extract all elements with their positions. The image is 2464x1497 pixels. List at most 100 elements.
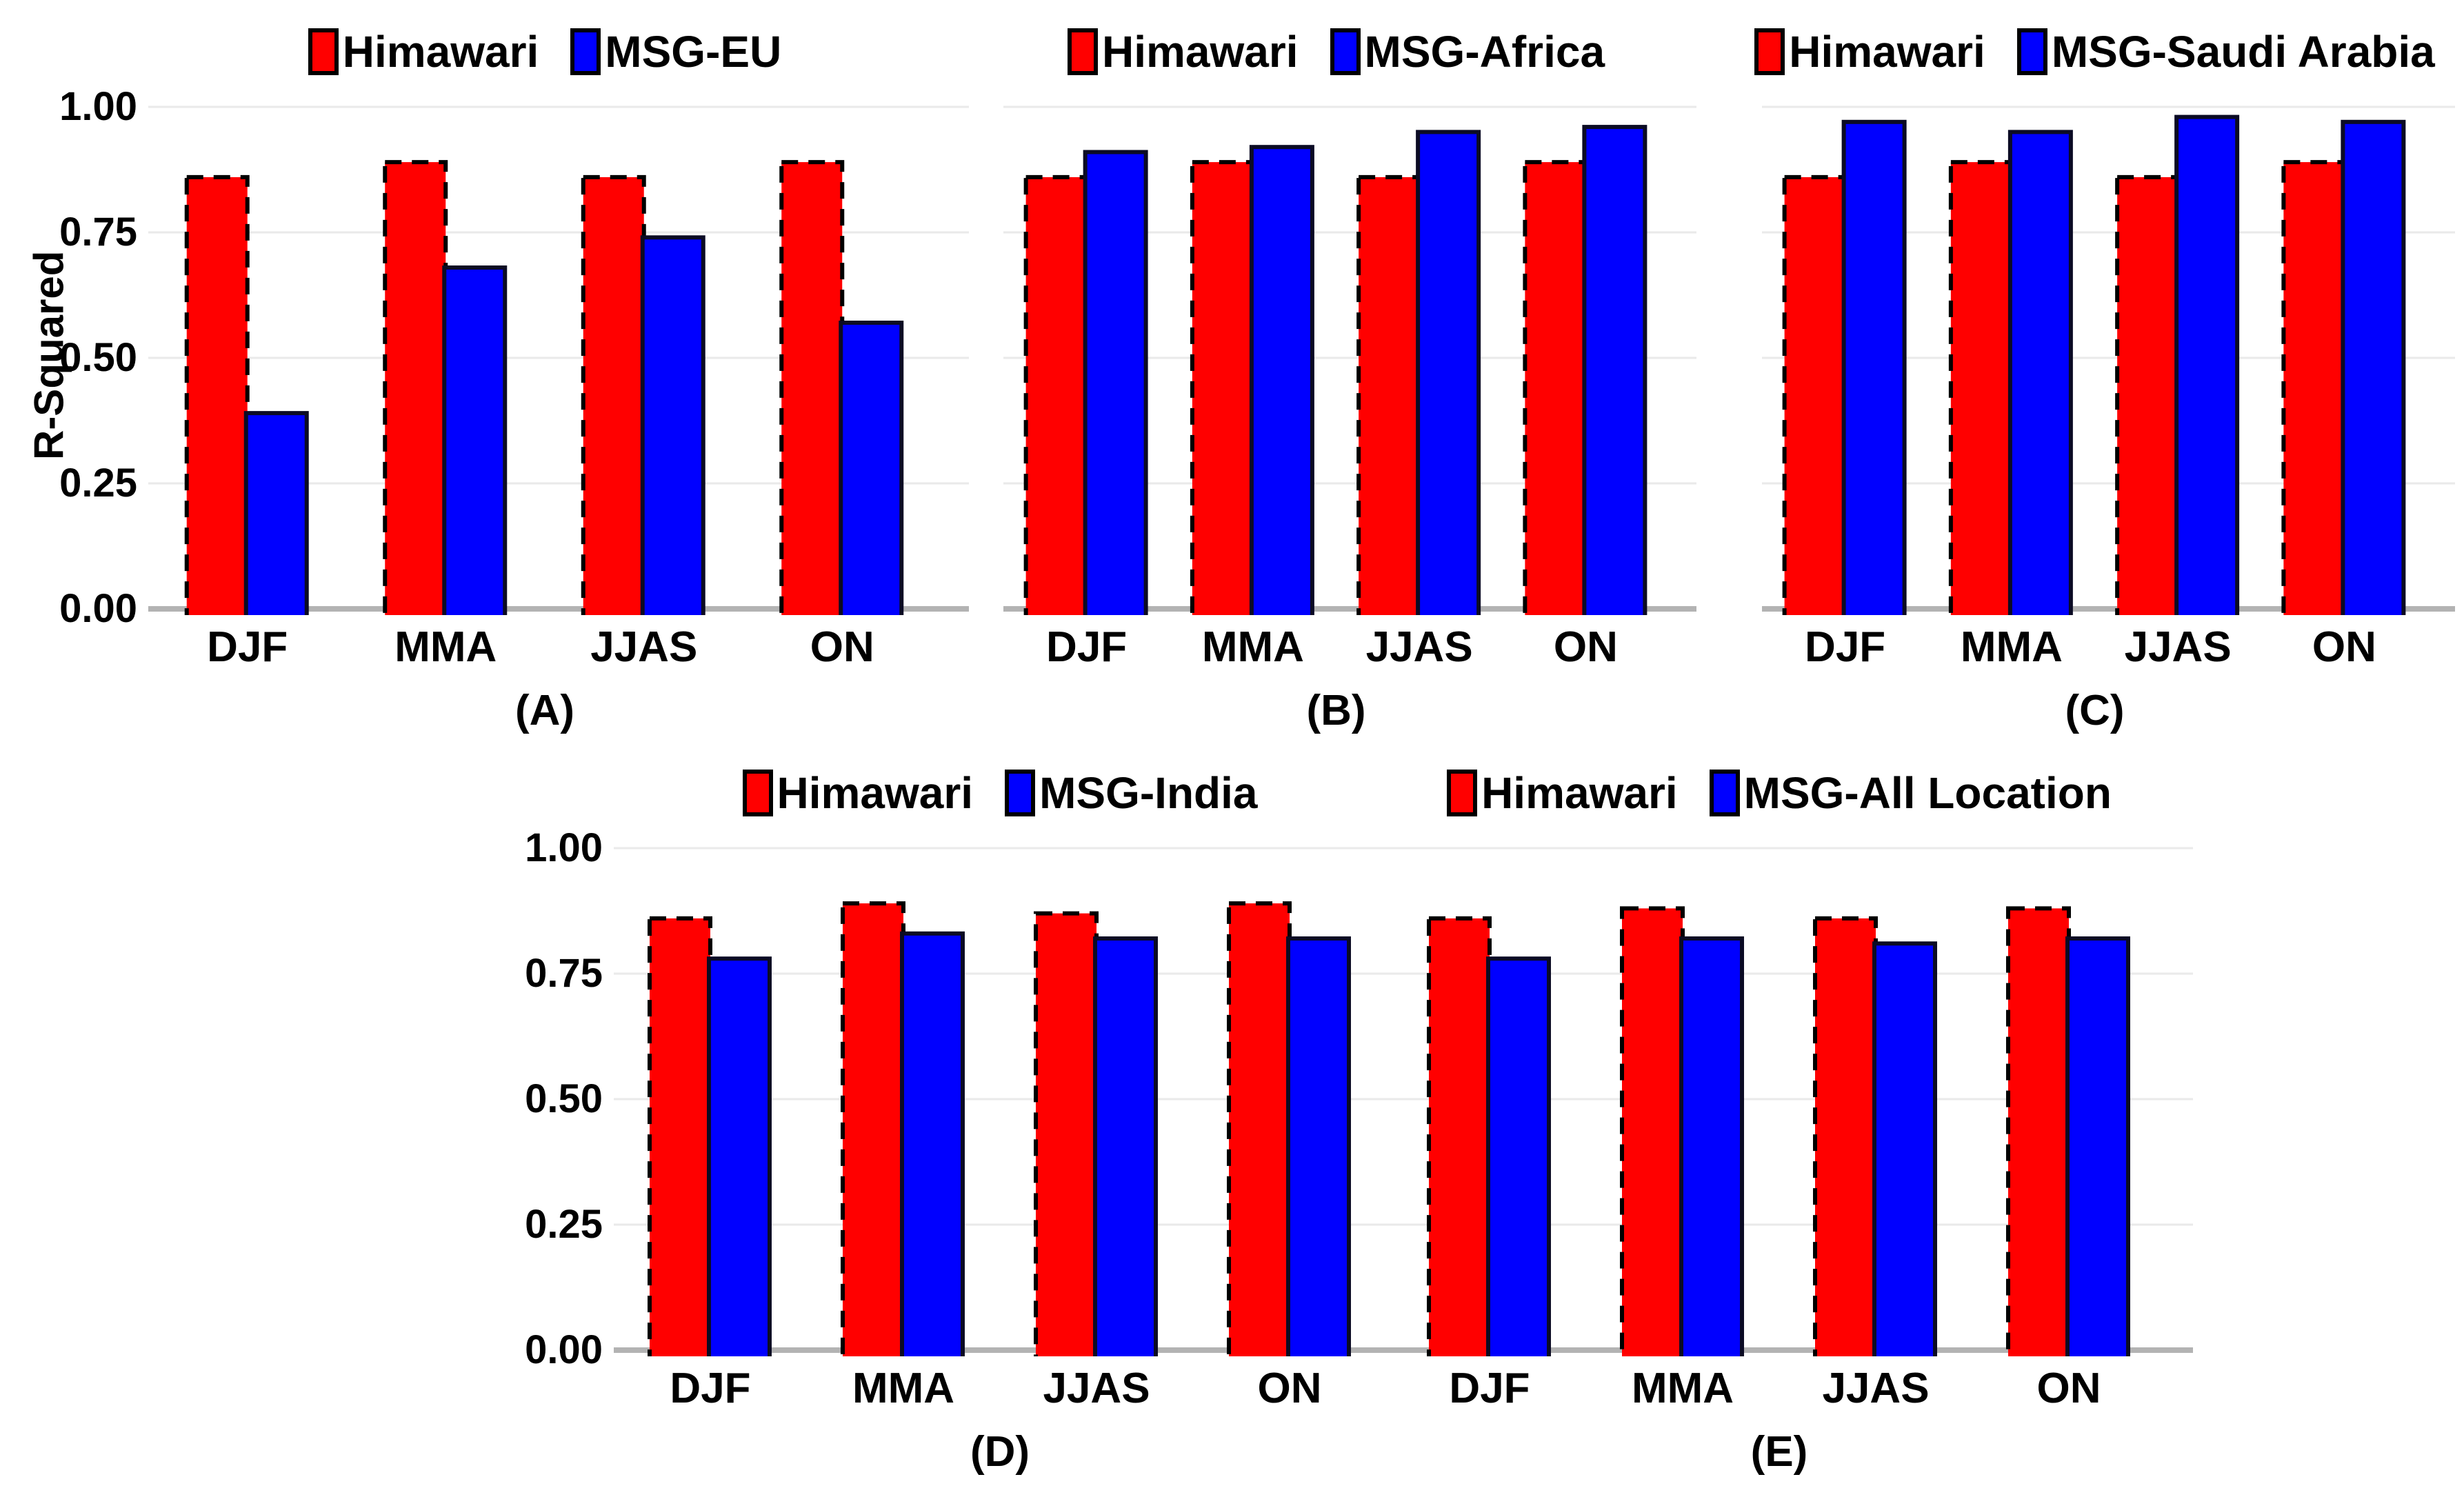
x-tick-label: DJF <box>1449 1365 1530 1412</box>
x-tick-label: DJF <box>1046 623 1128 671</box>
legend-swatch-msg <box>1709 770 1740 816</box>
bar-msg-JJAS <box>1093 936 1158 1356</box>
bar-msg-ON <box>1582 125 1647 615</box>
legend-item-himawari: Himawari <box>1447 767 1678 818</box>
bar-himawari-JJAS <box>2115 174 2181 615</box>
legend-swatch-msg <box>570 28 601 75</box>
bar-plot <box>148 106 969 615</box>
x-tick-label: MMA <box>1960 623 2063 671</box>
bar-msg-DJF <box>1841 119 1907 615</box>
legend-item-msg: MSG-Africa <box>1330 26 1605 77</box>
x-tick-label: MMA <box>394 623 497 671</box>
bar-msg-ON <box>1286 936 1351 1356</box>
x-tick-label: JJAS <box>1822 1365 1930 1412</box>
chart-panel-e: Himawari MSG-All Location DJF MMA JJAS ON (… <box>1393 748 2193 1486</box>
x-tick-label: JJAS <box>2124 623 2232 671</box>
bar-himawari-JJAS <box>1034 911 1099 1356</box>
legend-item-himawari: Himawari <box>1754 26 1985 77</box>
bar-msg-MMA <box>2007 130 2073 615</box>
panel-caption: (C) <box>2065 687 2125 734</box>
legend: Himawari MSG-Africa <box>1003 7 1669 97</box>
chart-panel-b: Himawari MSG-Africa DJF MMA JJAS ON (B) <box>1003 7 1696 745</box>
legend: Himawari MSG-All Location <box>1393 748 2165 838</box>
bar-plot <box>1393 847 2193 1356</box>
legend-label-msg: MSG-All Location <box>1743 768 2112 818</box>
y-axis-ticks: 1.00 0.75 0.50 0.25 0.00 <box>493 828 614 1370</box>
legend-swatch-himawari <box>742 770 773 816</box>
y-tick-label: 0.75 <box>59 210 137 254</box>
bar-plot <box>1003 106 1696 615</box>
legend: Himawari MSG-EU <box>148 7 941 97</box>
bar-msg-JJAS <box>2174 114 2240 615</box>
legend-swatch-msg <box>1330 28 1361 75</box>
y-tick-label: 0.00 <box>525 1327 603 1372</box>
y-tick-label: 0.25 <box>525 1202 603 1247</box>
y-tick-label: 0.50 <box>525 1076 603 1121</box>
chart-panel-a: R-Squared 1.00 0.75 0.50 0.25 0.00 Himawari … <box>26 7 969 745</box>
x-axis-labels: DJF MMA JJAS ON <box>1003 626 1669 669</box>
bar-himawari-JJAS <box>1356 174 1422 615</box>
panel-caption: (D) <box>970 1428 1030 1476</box>
x-tick-label: DJF <box>207 623 288 671</box>
legend-label-himawari: Himawari <box>1101 27 1299 77</box>
legend-label-msg: MSG-EU <box>605 27 782 77</box>
bar-himawari-DJF <box>1782 174 1847 615</box>
x-tick-label: MMA <box>1201 623 1304 671</box>
y-axis-ticks: 1.00 0.75 0.50 0.25 0.00 <box>28 87 148 629</box>
legend-item-himawari: Himawari <box>742 767 974 818</box>
bar-himawari-JJAS <box>1813 916 1878 1356</box>
x-tick-label: DJF <box>670 1365 751 1412</box>
legend-item-msg: MSG-EU <box>570 26 781 77</box>
bar-msg-JJAS <box>640 235 705 615</box>
panel-caption: (A) <box>514 687 575 734</box>
chart-panel-d: 1.00 0.75 0.50 0.25 0.00 Himawari MSG-India … <box>493 748 1414 1486</box>
x-tick-label: MMA <box>1631 1365 1734 1412</box>
y-tick-label: 0.25 <box>59 461 137 505</box>
x-tick-label: JJAS <box>1043 1365 1150 1412</box>
x-tick-label: JJAS <box>590 623 698 671</box>
legend-swatch-msg <box>2016 28 2047 75</box>
legend-swatch-msg <box>1005 770 1036 816</box>
x-axis-labels: DJF MMA JJAS ON <box>1393 1367 2165 1410</box>
bar-himawari-ON <box>2281 160 2347 615</box>
legend-item-himawari: Himawari <box>308 26 539 77</box>
legend-label-msg: MSG-India <box>1039 768 1258 818</box>
bar-plot <box>1762 106 2455 615</box>
legend-label-himawari: Himawari <box>342 27 539 77</box>
legend-label-msg: MSG-Africa <box>1364 27 1605 77</box>
x-tick-label: ON <box>1257 1365 1322 1412</box>
legend-item-himawari: Himawari <box>1067 26 1299 77</box>
bar-himawari-DJF <box>184 174 250 615</box>
bar-himawari-ON <box>2006 906 2071 1356</box>
bar-himawari-JJAS <box>581 174 646 615</box>
x-tick-label: DJF <box>1805 623 1886 671</box>
y-tick-label: 0.50 <box>59 335 137 380</box>
x-tick-label: ON <box>2036 1365 2101 1412</box>
bar-msg-ON <box>2341 119 2406 615</box>
bar-msg-MMA <box>442 265 508 615</box>
x-axis-labels: DJF MMA JJAS ON <box>1762 626 2427 669</box>
y-tick-label: 0.75 <box>525 951 603 996</box>
bar-himawari-DJF <box>1427 916 1492 1356</box>
bar-himawari-MMA <box>841 901 905 1356</box>
y-tick-label: 1.00 <box>59 84 137 129</box>
bar-msg-DJF <box>243 411 309 615</box>
legend-swatch-himawari <box>1447 770 1478 816</box>
legend-label-himawari: Himawari <box>1481 768 1678 818</box>
y-tick-label: 1.00 <box>525 825 603 870</box>
x-tick-label: JJAS <box>1365 623 1473 671</box>
y-tick-label: 0.00 <box>59 586 137 631</box>
bar-himawari-MMA <box>1190 160 1255 615</box>
legend-item-msg: MSG-India <box>1005 767 1258 818</box>
bar-plot <box>614 847 1414 1356</box>
panel-caption: (B) <box>1306 687 1366 734</box>
bar-msg-JJAS <box>1416 130 1481 615</box>
legend-item-msg: MSG-All Location <box>1709 767 2112 818</box>
legend-label-msg: MSG-Saudi Arabia <box>2051 27 2435 77</box>
legend: Himawari MSG-India <box>614 748 1386 838</box>
legend-label-himawari: Himawari <box>777 768 974 818</box>
chart-panel-c: Himawari MSG-Saudi Arabia DJF MMA JJAS ON (… <box>1754 7 2455 745</box>
bar-msg-DJF <box>707 956 772 1356</box>
x-axis-labels: DJF MMA JJAS ON <box>614 1367 1386 1410</box>
